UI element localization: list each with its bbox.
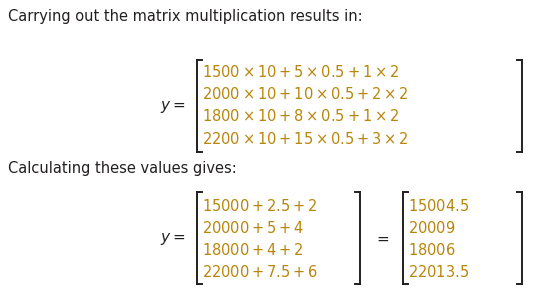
Text: $18000 + 4 + 2$: $18000 + 4 + 2$	[202, 242, 304, 258]
Text: $20009$: $20009$	[408, 220, 456, 236]
Text: $y =$: $y =$	[159, 231, 185, 247]
Text: $=$: $=$	[374, 232, 390, 246]
Text: $20000 + 5 + 4$: $20000 + 5 + 4$	[202, 220, 304, 236]
Text: $2200 \times 10 + 15 \times 0.5 + 3 \times 2$: $2200 \times 10 + 15 \times 0.5 + 3 \tim…	[202, 131, 409, 147]
Text: $18006$: $18006$	[408, 242, 456, 258]
Text: $15004.5$: $15004.5$	[408, 198, 469, 214]
Text: $1500 \times 10 + 5 \times 0.5 + 1 \times 2$: $1500 \times 10 + 5 \times 0.5 + 1 \time…	[202, 64, 399, 80]
Text: $22013.5$: $22013.5$	[408, 264, 469, 280]
Text: $y =$: $y =$	[159, 99, 185, 115]
Text: $1800 \times 10 + 8 \times 0.5 + 1 \times 2$: $1800 \times 10 + 8 \times 0.5 + 1 \time…	[202, 108, 399, 124]
Text: $15000 + 2.5 + 2$: $15000 + 2.5 + 2$	[202, 198, 318, 214]
Text: Calculating these values gives:: Calculating these values gives:	[8, 161, 237, 176]
Text: Carrying out the matrix multiplication results in:: Carrying out the matrix multiplication r…	[8, 9, 362, 24]
Text: $2000 \times 10 + 10 \times 0.5 + 2 \times 2$: $2000 \times 10 + 10 \times 0.5 + 2 \tim…	[202, 86, 409, 102]
Text: $22000 + 7.5 + 6$: $22000 + 7.5 + 6$	[202, 264, 318, 280]
